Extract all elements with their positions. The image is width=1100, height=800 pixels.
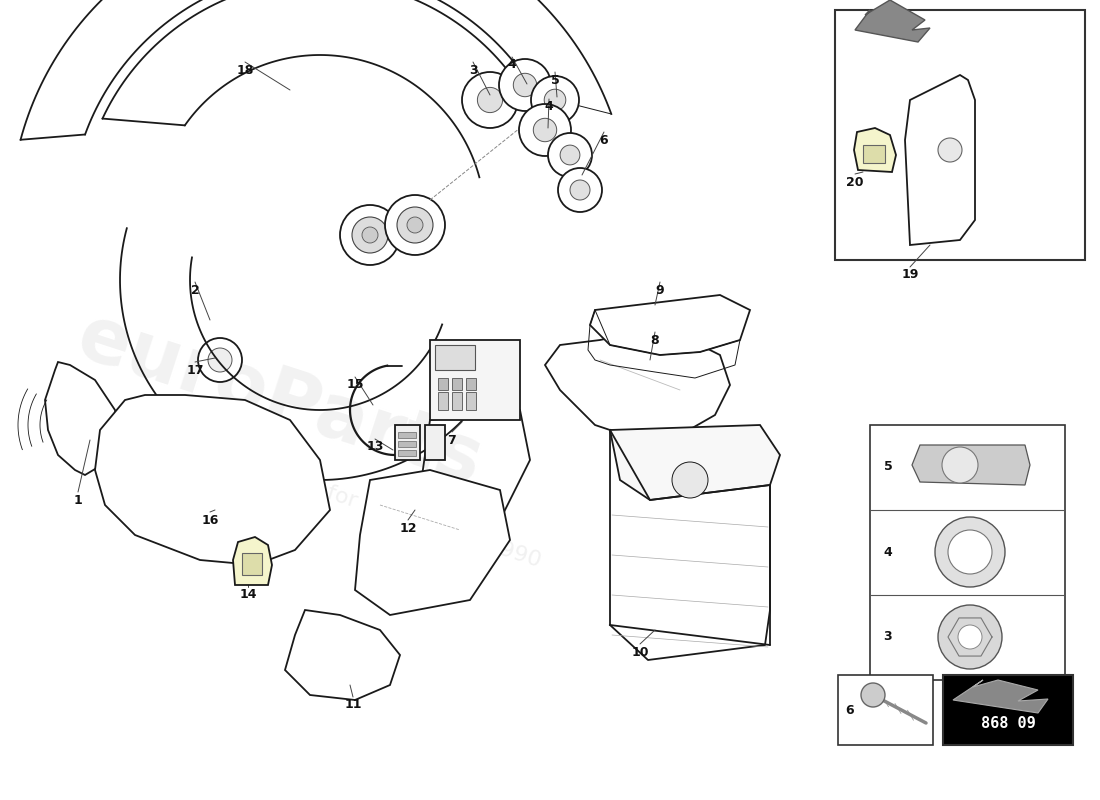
Bar bbox=[452, 378, 462, 390]
Text: 9: 9 bbox=[656, 283, 664, 297]
Circle shape bbox=[531, 76, 579, 124]
Circle shape bbox=[948, 530, 992, 574]
Bar bbox=[864, 145, 886, 163]
Text: 4: 4 bbox=[544, 101, 553, 114]
Polygon shape bbox=[855, 0, 930, 42]
Bar bbox=[466, 378, 476, 390]
Bar bbox=[395, 425, 420, 460]
Circle shape bbox=[544, 90, 565, 110]
Circle shape bbox=[942, 447, 978, 483]
Circle shape bbox=[352, 217, 388, 253]
Bar bbox=[452, 392, 462, 410]
Bar bbox=[438, 378, 448, 390]
Bar bbox=[425, 425, 446, 460]
Text: 6: 6 bbox=[846, 703, 855, 717]
Bar bbox=[438, 392, 448, 410]
Bar bbox=[398, 432, 416, 438]
Circle shape bbox=[672, 462, 708, 498]
Circle shape bbox=[499, 59, 551, 111]
Circle shape bbox=[340, 205, 400, 265]
Circle shape bbox=[385, 195, 446, 255]
Text: 7: 7 bbox=[448, 434, 456, 446]
Polygon shape bbox=[912, 445, 1030, 485]
Text: 19: 19 bbox=[901, 269, 918, 282]
Circle shape bbox=[534, 118, 557, 142]
Text: 16: 16 bbox=[201, 514, 219, 526]
Circle shape bbox=[519, 104, 571, 156]
Circle shape bbox=[861, 683, 886, 707]
Polygon shape bbox=[590, 295, 750, 355]
Circle shape bbox=[208, 348, 232, 372]
Text: 14: 14 bbox=[240, 589, 256, 602]
Text: 18: 18 bbox=[236, 63, 254, 77]
Text: 4: 4 bbox=[507, 58, 516, 71]
Circle shape bbox=[935, 517, 1005, 587]
Text: 15: 15 bbox=[346, 378, 364, 391]
Bar bbox=[838, 675, 933, 745]
Text: 6: 6 bbox=[600, 134, 608, 146]
Text: 3: 3 bbox=[883, 630, 892, 643]
Text: 11: 11 bbox=[344, 698, 362, 711]
Circle shape bbox=[570, 180, 590, 200]
Text: 2: 2 bbox=[190, 283, 199, 297]
Text: 8: 8 bbox=[651, 334, 659, 346]
Circle shape bbox=[548, 133, 592, 177]
Text: 5: 5 bbox=[883, 461, 892, 474]
Polygon shape bbox=[610, 425, 780, 500]
Circle shape bbox=[938, 138, 962, 162]
Text: 1: 1 bbox=[74, 494, 82, 506]
Text: 17: 17 bbox=[186, 363, 204, 377]
Text: 4: 4 bbox=[883, 546, 892, 558]
Bar bbox=[242, 553, 262, 575]
Polygon shape bbox=[355, 470, 510, 615]
Text: euroParts: euroParts bbox=[68, 300, 492, 500]
Bar bbox=[434, 345, 475, 370]
Bar bbox=[870, 425, 1065, 680]
Circle shape bbox=[462, 72, 518, 128]
Polygon shape bbox=[285, 610, 400, 700]
Polygon shape bbox=[45, 362, 120, 475]
Bar bbox=[466, 392, 476, 410]
Text: 5: 5 bbox=[551, 74, 560, 86]
Text: 12: 12 bbox=[399, 522, 417, 534]
Circle shape bbox=[514, 74, 537, 97]
Polygon shape bbox=[953, 680, 1048, 713]
Polygon shape bbox=[544, 330, 730, 440]
Text: 3: 3 bbox=[469, 63, 477, 77]
Circle shape bbox=[938, 605, 1002, 669]
Bar bbox=[835, 10, 1085, 260]
Text: 10: 10 bbox=[631, 646, 649, 658]
Circle shape bbox=[397, 207, 433, 243]
Circle shape bbox=[560, 145, 580, 165]
Text: 20: 20 bbox=[846, 175, 864, 189]
Bar bbox=[430, 340, 520, 420]
Polygon shape bbox=[95, 395, 330, 565]
Text: a passion for parts since 1990: a passion for parts since 1990 bbox=[217, 449, 543, 571]
Bar bbox=[943, 675, 1072, 745]
Circle shape bbox=[407, 217, 424, 233]
Polygon shape bbox=[233, 537, 272, 585]
Circle shape bbox=[477, 87, 503, 113]
Bar bbox=[398, 441, 416, 447]
Circle shape bbox=[958, 625, 982, 649]
Circle shape bbox=[198, 338, 242, 382]
Text: 868 09: 868 09 bbox=[980, 715, 1035, 730]
Text: 13: 13 bbox=[366, 441, 384, 454]
Circle shape bbox=[362, 227, 378, 243]
Bar bbox=[398, 450, 416, 456]
Circle shape bbox=[558, 168, 602, 212]
Polygon shape bbox=[854, 128, 896, 172]
Polygon shape bbox=[905, 75, 975, 245]
